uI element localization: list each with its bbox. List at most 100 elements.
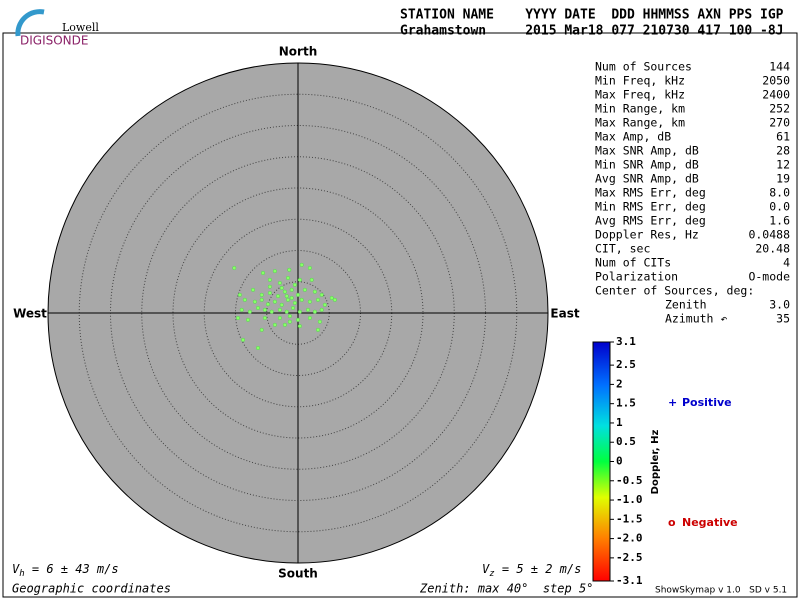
source-point bbox=[259, 292, 264, 297]
source-point bbox=[297, 324, 302, 329]
source-point bbox=[272, 299, 277, 304]
vz-text: = 5 ± 2 m/s bbox=[495, 562, 582, 576]
legend-negative: Negative bbox=[682, 516, 738, 529]
colorbar-tick-label: 1.5 bbox=[616, 397, 636, 410]
source-point bbox=[289, 295, 294, 301]
source-point bbox=[239, 307, 244, 312]
stat-label: Avg SNR Amp, dB bbox=[595, 172, 699, 186]
zenith-note: Zenith: max 40° step 5° bbox=[419, 582, 593, 596]
source-point bbox=[285, 275, 291, 281]
logo-top: Lowell bbox=[62, 21, 99, 34]
colorbar-title: Doppler, Hz bbox=[650, 430, 661, 495]
colorbar-tick-label: 2 bbox=[616, 377, 623, 390]
source-point bbox=[277, 280, 282, 286]
vh: Vh = 6 ± 43 m/s bbox=[12, 562, 119, 579]
header-columns: STATION NAME YYYY DATE DDD HHMMSS AXN PP… bbox=[400, 8, 784, 23]
source-point bbox=[247, 309, 252, 314]
stat-label: Max SNR Amp, dB bbox=[595, 144, 699, 158]
source-point bbox=[255, 305, 261, 311]
source-point bbox=[307, 299, 312, 304]
source-point bbox=[297, 309, 302, 314]
east-label: East bbox=[550, 307, 579, 321]
stat-label: Min Freq, kHz bbox=[595, 74, 685, 88]
source-point bbox=[284, 294, 289, 299]
source-point bbox=[319, 307, 324, 312]
source-point bbox=[275, 294, 281, 299]
stat-label: Max Freq, kHz bbox=[595, 88, 685, 102]
stat-value: 144 bbox=[769, 60, 790, 74]
stat-label: Doppler Res, Hz bbox=[595, 228, 699, 242]
coords: Geographic coordinates bbox=[12, 582, 171, 596]
stat-value: 252 bbox=[769, 102, 790, 116]
source-point bbox=[267, 290, 272, 296]
source-point bbox=[307, 265, 312, 271]
colorbar-tick-label: -0.5 bbox=[616, 474, 643, 487]
south-label: South bbox=[278, 567, 318, 581]
vh-text: = 6 ± 43 m/s bbox=[25, 562, 119, 576]
source-point bbox=[267, 284, 272, 289]
stat-value: 2400 bbox=[762, 88, 790, 102]
source-point bbox=[252, 299, 257, 304]
source-point bbox=[260, 270, 266, 276]
source-point bbox=[302, 287, 307, 292]
stat-label: Min SNR Amp, dB bbox=[595, 158, 699, 172]
source-point bbox=[289, 287, 294, 292]
stat-value: 8.0 bbox=[769, 186, 790, 200]
stat-value: 2050 bbox=[762, 74, 790, 88]
stat-value: 0.0 bbox=[769, 200, 790, 214]
center-label: Zenith bbox=[665, 298, 707, 312]
colorbar-tick-label: -2.0 bbox=[616, 532, 643, 545]
center-title: Center of Sources, deg: bbox=[595, 284, 754, 298]
stat-value: 12 bbox=[776, 158, 790, 172]
source-point bbox=[259, 297, 264, 302]
stat-value: 4 bbox=[783, 256, 790, 270]
vh-symbol: V bbox=[12, 562, 20, 576]
source-point bbox=[279, 285, 284, 291]
source-point bbox=[319, 292, 324, 297]
version: ShowSkymap v 1.0 SD v 5.1 bbox=[655, 586, 787, 596]
colorbar-tick-label: 1 bbox=[616, 416, 623, 429]
source-point bbox=[312, 289, 317, 294]
source-point bbox=[242, 297, 247, 302]
source-point bbox=[259, 327, 264, 332]
stat-value: 0.0488 bbox=[748, 228, 790, 242]
source-point bbox=[299, 262, 304, 267]
stat-label: CIT, sec bbox=[595, 242, 650, 256]
source-point bbox=[312, 309, 317, 314]
center-value: 3.0 bbox=[769, 298, 790, 312]
stat-label: Min Range, km bbox=[595, 102, 685, 116]
stat-value: 20.48 bbox=[755, 242, 790, 256]
source-point bbox=[255, 345, 261, 351]
colorbar-tick-label: -2.5 bbox=[616, 551, 643, 564]
source-point bbox=[284, 309, 289, 314]
legend-positive-symbol: + bbox=[668, 396, 677, 409]
source-point bbox=[279, 302, 284, 307]
logo-bottom: DIGISONDE bbox=[20, 34, 88, 48]
source-point bbox=[292, 282, 297, 287]
colorbar-tick-label: 3.1 bbox=[616, 335, 636, 348]
source-point bbox=[262, 307, 267, 312]
stat-value: 270 bbox=[769, 116, 790, 130]
source-point bbox=[250, 287, 256, 292]
source-point bbox=[272, 322, 277, 327]
header-values: Grahamstown 2015 Mar18 077 210730 417 10… bbox=[400, 24, 784, 39]
legend-negative-symbol: o bbox=[668, 516, 676, 529]
source-point bbox=[315, 327, 321, 332]
source-point bbox=[287, 267, 292, 272]
source-point bbox=[237, 292, 242, 297]
logo-swoosh bbox=[15, 9, 45, 37]
colorbar-tick-label: 0.5 bbox=[616, 435, 636, 448]
source-point bbox=[282, 289, 287, 294]
source-point bbox=[297, 277, 302, 282]
source-point bbox=[309, 277, 314, 282]
source-point bbox=[267, 277, 272, 282]
stat-label: Num of Sources bbox=[595, 60, 692, 74]
stat-label: Min RMS Err, deg bbox=[595, 200, 706, 214]
source-point bbox=[287, 319, 292, 324]
source-point bbox=[322, 302, 327, 307]
source-point bbox=[232, 265, 237, 271]
frame bbox=[2, 32, 798, 598]
colorbar-tick-label: -1.0 bbox=[616, 493, 643, 506]
source-point bbox=[287, 314, 292, 319]
source-point bbox=[262, 315, 267, 321]
